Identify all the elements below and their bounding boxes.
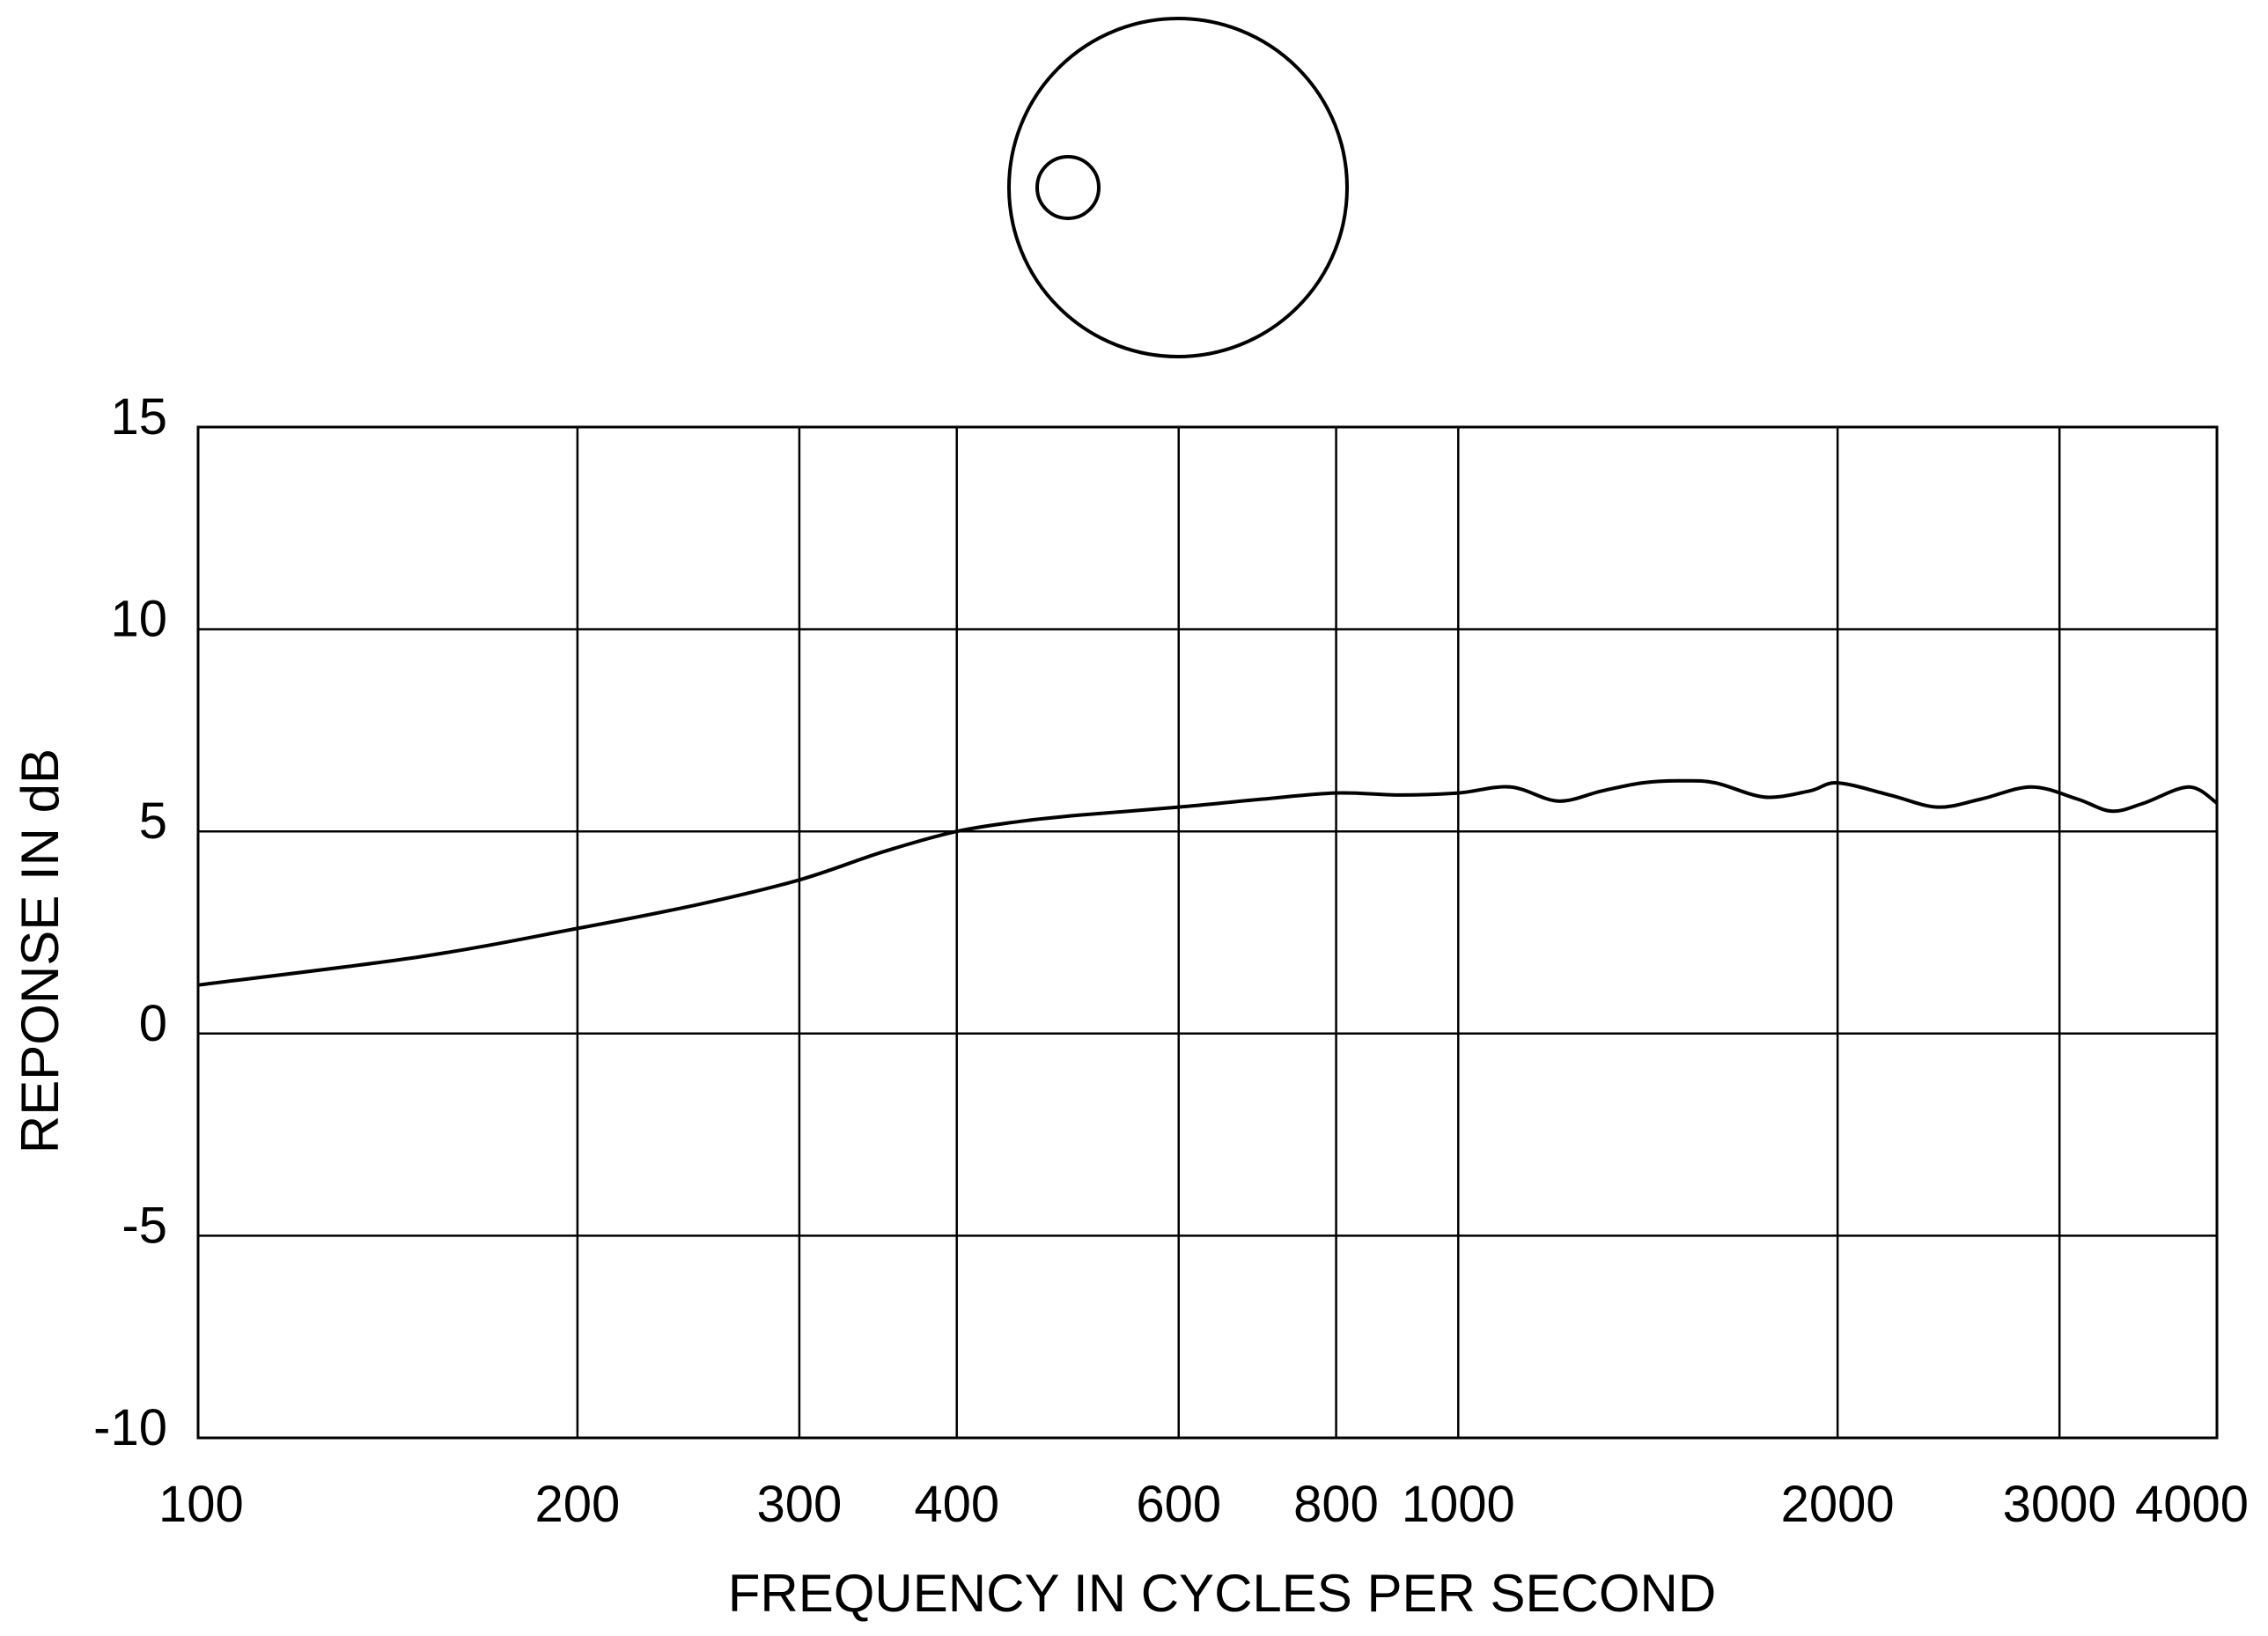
polar-pattern-diagram-icon [1007, 17, 1349, 358]
grid [196, 425, 2219, 1440]
x-axis-label: FREQUENCY IN CYCLES PER SECOND [728, 1564, 1716, 1623]
series-line-response [197, 778, 2219, 987]
x-tick-label: 4000 [2135, 1476, 2249, 1533]
x-tick-label: 3000 [2003, 1476, 2117, 1533]
y-tick-label: 0 [139, 995, 167, 1052]
x-tick-labels: 100 200 300 400 600 800 1000 2000 3000 4000 [158, 1476, 2249, 1533]
plot-area-frame [196, 425, 2219, 1440]
y-tick-label: -10 [93, 1399, 167, 1456]
inner-circle [1035, 155, 1101, 220]
x-tick-label: 400 [914, 1476, 999, 1533]
y-tick-labels: 15 10 5 0 -5 -10 [93, 388, 167, 1456]
x-tick-label: 2000 [1781, 1476, 1895, 1533]
x-tick-label: 200 [534, 1476, 620, 1533]
x-tick-label: 1000 [1402, 1476, 1515, 1533]
y-tick-label: 10 [110, 591, 167, 648]
x-tick-label: 600 [1136, 1476, 1221, 1533]
y-axis-label: REPONSE IN dB [11, 748, 70, 1153]
x-tick-label: 300 [757, 1476, 843, 1533]
outer-circle [1007, 17, 1349, 358]
y-tick-label: 15 [110, 388, 167, 446]
y-tick-label: -5 [122, 1197, 167, 1254]
y-tick-label: 5 [139, 792, 167, 850]
x-tick-label: 100 [158, 1476, 244, 1533]
x-tick-label: 800 [1293, 1476, 1379, 1533]
